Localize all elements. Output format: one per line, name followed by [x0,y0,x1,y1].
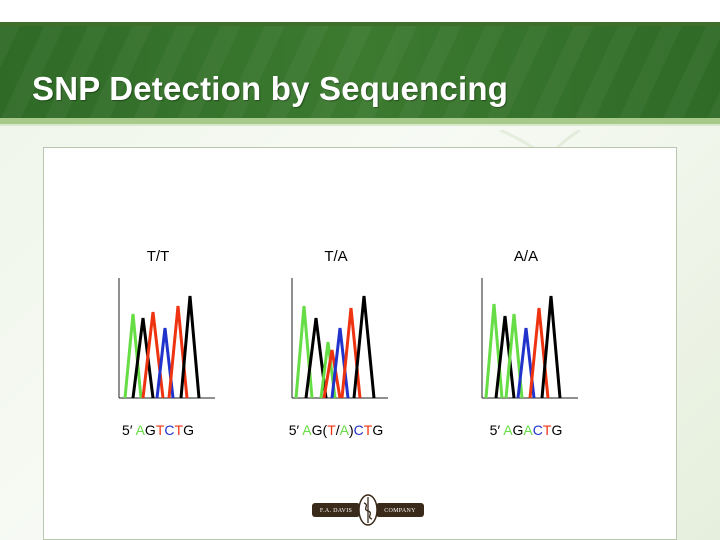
sequence-prefix: 5′ [288,422,303,438]
peak-t [141,311,165,399]
sequence-base: T [155,422,165,438]
peak-g [131,317,155,399]
sequence-base: G [311,422,323,438]
sequence-base: ( [322,422,328,438]
sequence-base: G [551,422,563,438]
sequence-base: / [335,422,340,438]
sequence-base: A [302,422,312,438]
sequence-base: A [339,422,349,438]
slide-title: SNP Detection by Sequencing [32,70,509,107]
peak-g [540,295,562,399]
genotype-label-aa: A/A [513,248,539,265]
sequence-base: A [523,422,533,438]
top-white-bar [0,0,720,22]
logo-left-text: F.A. DAVIS [320,508,352,514]
peak-g [352,295,376,399]
sequence-base: G [183,422,194,438]
genotype-label-ta: T/A [324,248,348,265]
sequence-base: C [532,422,543,438]
sequence-base: T [363,422,373,438]
peak-a [504,313,524,399]
title-underline-stripe [0,118,720,124]
peak-a [123,313,143,399]
title-underline-thin-stripe [0,124,720,126]
sequence-prefix: 5′ [122,422,136,438]
peak-a [484,303,504,399]
chromatogram-aa [481,278,578,399]
peak-g [179,295,201,399]
chromatogram-tt [118,278,215,399]
fa-davis-company-logo: F.A. DAVIS COMPANY [312,494,424,526]
sequence-base: G [512,422,524,438]
sequence-label-ta: 5′ AG(T/A)CTG [256,422,416,438]
sequence-base: T [542,422,552,438]
sequence-base: A [135,422,145,438]
sequence-base: ) [348,422,354,438]
title-band [0,26,720,118]
sequence-base: G [144,422,156,438]
sequence-base: C [353,422,364,438]
sequence-base: A [503,422,513,438]
peak-a [294,305,314,399]
peak-g [494,315,516,399]
sequence-base: C [164,422,175,438]
peak-g [304,317,328,399]
top-stripe [0,22,720,26]
sequence-label-aa: 5′ AGACTG [446,422,606,438]
sequence-base: T [327,422,336,438]
sequence-prefix: 5′ [489,422,504,438]
logo-right-text: COMPANY [384,508,416,514]
sequence-base: G [372,422,384,438]
sequence-base: T [174,422,184,438]
genotype-label-tt: T/T [146,248,170,265]
chromatogram-ta [291,278,388,399]
sequence-label-tt: 5′ AGTCTG [78,422,238,438]
peak-t [322,349,342,399]
